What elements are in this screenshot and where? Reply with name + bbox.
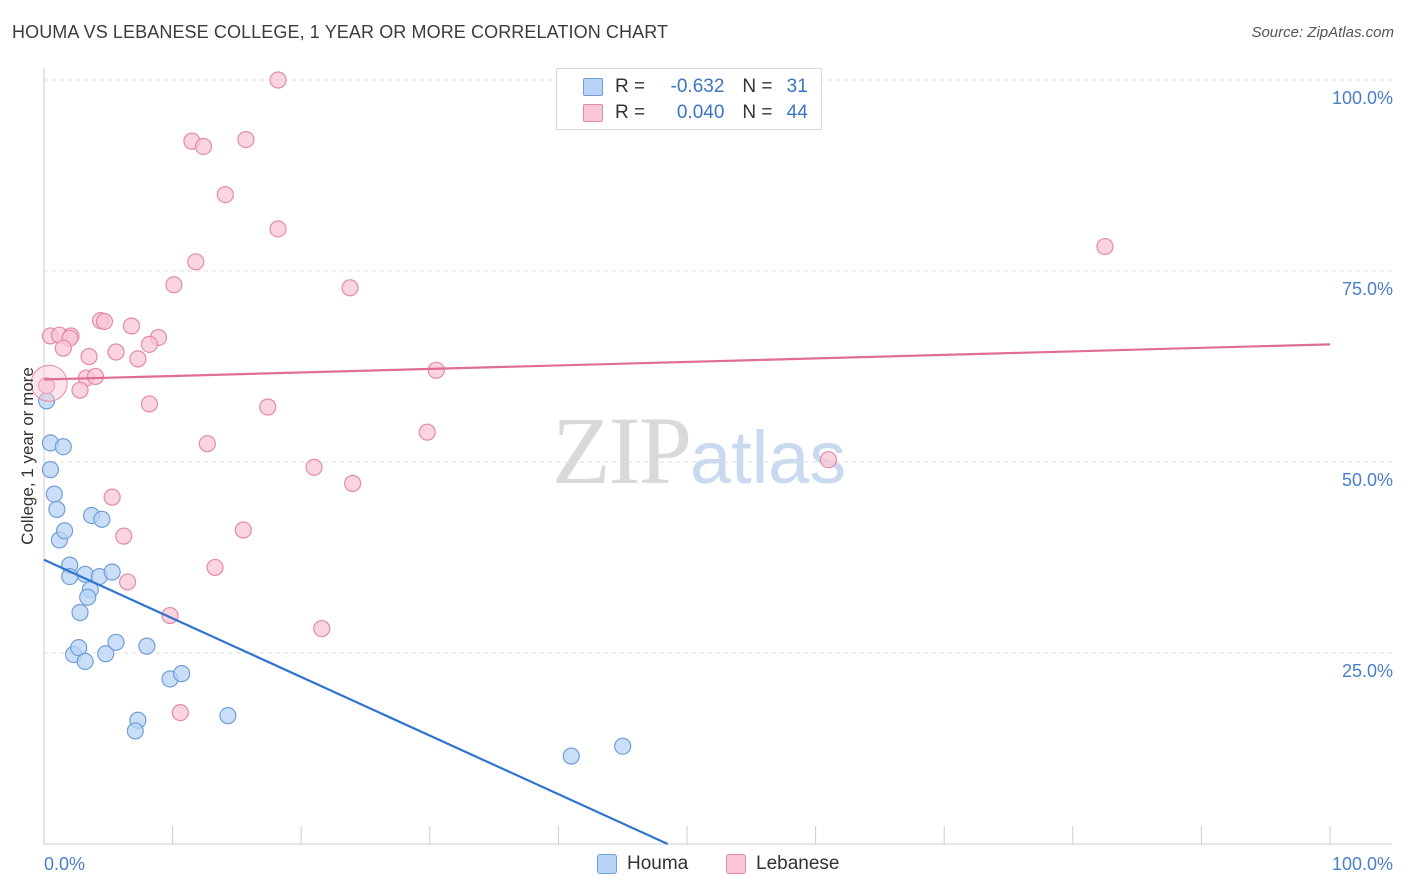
n-label: N = (742, 76, 773, 97)
houma-point (138, 637, 156, 655)
lebanese-point (95, 312, 114, 331)
n-value: 44 (786, 102, 808, 123)
lebanese-point (418, 423, 436, 441)
x-tick-label: 0.0% (44, 854, 85, 874)
lebanese-trend-line (43, 343, 1331, 381)
lebanese-point (129, 350, 147, 368)
source-credit: Source: ZipAtlas.com (1251, 24, 1394, 41)
houma-point (562, 747, 580, 765)
n-label: N = (742, 102, 773, 123)
houma-swatch (583, 78, 603, 96)
houma-point (45, 485, 63, 503)
lebanese-point (1096, 237, 1114, 256)
lebanese-point (427, 361, 445, 379)
lebanese-point (819, 451, 838, 469)
legend-item-lebanese: Lebanese (726, 853, 839, 875)
r-value: -0.632 (670, 76, 725, 97)
houma-point (97, 645, 115, 663)
houma-point (70, 639, 88, 657)
lebanese-point (269, 71, 287, 89)
y-tick-label: 100.0% (1332, 88, 1393, 108)
lebanese-point (115, 527, 133, 545)
lebanese-point (305, 458, 323, 476)
chart-title: HOUMA VS LEBANESE COLLEGE, 1 YEAR OR MOR… (12, 22, 669, 42)
y-tick-label: 75.0% (1342, 279, 1393, 299)
houma-point (48, 500, 66, 518)
x-tick-labels: 0.0% 100.0% (44, 854, 1393, 874)
lebanese-point (30, 364, 68, 402)
houma-swatch (597, 854, 617, 874)
lebanese-point (259, 398, 277, 416)
r-label: R = (615, 102, 646, 123)
lebanese-point (103, 488, 121, 506)
lebanese-swatch (583, 104, 603, 122)
r-value: 0.040 (676, 102, 725, 123)
houma-point (41, 461, 60, 479)
lebanese-point (341, 279, 359, 297)
lebanese-point (80, 347, 98, 366)
houma-point (79, 588, 97, 606)
houma-point (71, 603, 89, 622)
axes (43, 68, 1392, 845)
lebanese-point (140, 335, 159, 353)
y-tick-labels: 25.0% 50.0% 75.0% 100.0% (1332, 88, 1393, 681)
y-tick-label: 50.0% (1342, 470, 1393, 490)
lebanese-point (165, 276, 183, 294)
legend-row-houma: R = -0.632 N = 31 (583, 75, 808, 99)
houma-point (173, 665, 191, 683)
lebanese-point (71, 381, 89, 399)
legend-label-lebanese: Lebanese (756, 853, 840, 874)
lebanese-point (269, 220, 287, 238)
n-value: 31 (786, 76, 808, 97)
lebanese-point (344, 474, 362, 492)
y-tick-label: 25.0% (1342, 661, 1393, 681)
data-points (30, 71, 1114, 765)
trend-lines (43, 343, 1331, 846)
lebanese-point (187, 253, 205, 271)
r-label: R = (615, 76, 646, 97)
legend-label-houma: Houma (627, 853, 689, 874)
lebanese-point (237, 130, 255, 149)
lebanese-point (86, 367, 105, 386)
houma-point (614, 737, 632, 755)
houma-point (76, 652, 94, 671)
houma-point (126, 722, 144, 740)
houma-point (55, 522, 74, 540)
watermark-zip: ZIP (552, 397, 692, 504)
lebanese-point (234, 521, 252, 539)
legend-item-houma: Houma (597, 853, 688, 875)
houma-trend-line (43, 558, 669, 846)
lebanese-point (118, 573, 137, 591)
lebanese-point (54, 339, 72, 357)
lebanese-point (198, 435, 216, 453)
lebanese-point (194, 137, 213, 156)
y-axis-label: College, 1 year or more (18, 367, 37, 545)
x-tick-label: 100.0% (1332, 854, 1393, 874)
lebanese-point (216, 186, 234, 204)
legend-row-lebanese: R = 0.040 N = 44 (583, 101, 808, 125)
houma-point (93, 510, 111, 528)
lebanese-point (107, 343, 125, 361)
lebanese-swatch (726, 854, 746, 874)
houma-point (107, 633, 125, 651)
houma-point (103, 563, 121, 581)
lebanese-point (313, 619, 331, 638)
correlation-legend: R = -0.632 N = 31 R = 0.040 N = 44 (556, 68, 822, 130)
lebanese-point (171, 703, 189, 722)
lebanese-point (122, 317, 141, 335)
lebanese-point (37, 377, 56, 395)
lebanese-point (206, 558, 224, 577)
houma-point (219, 707, 237, 725)
houma-point (54, 438, 72, 456)
lebanese-point (140, 395, 159, 413)
gridlines (44, 79, 1392, 654)
series-legend: Houma Lebanese (0, 850, 1406, 880)
